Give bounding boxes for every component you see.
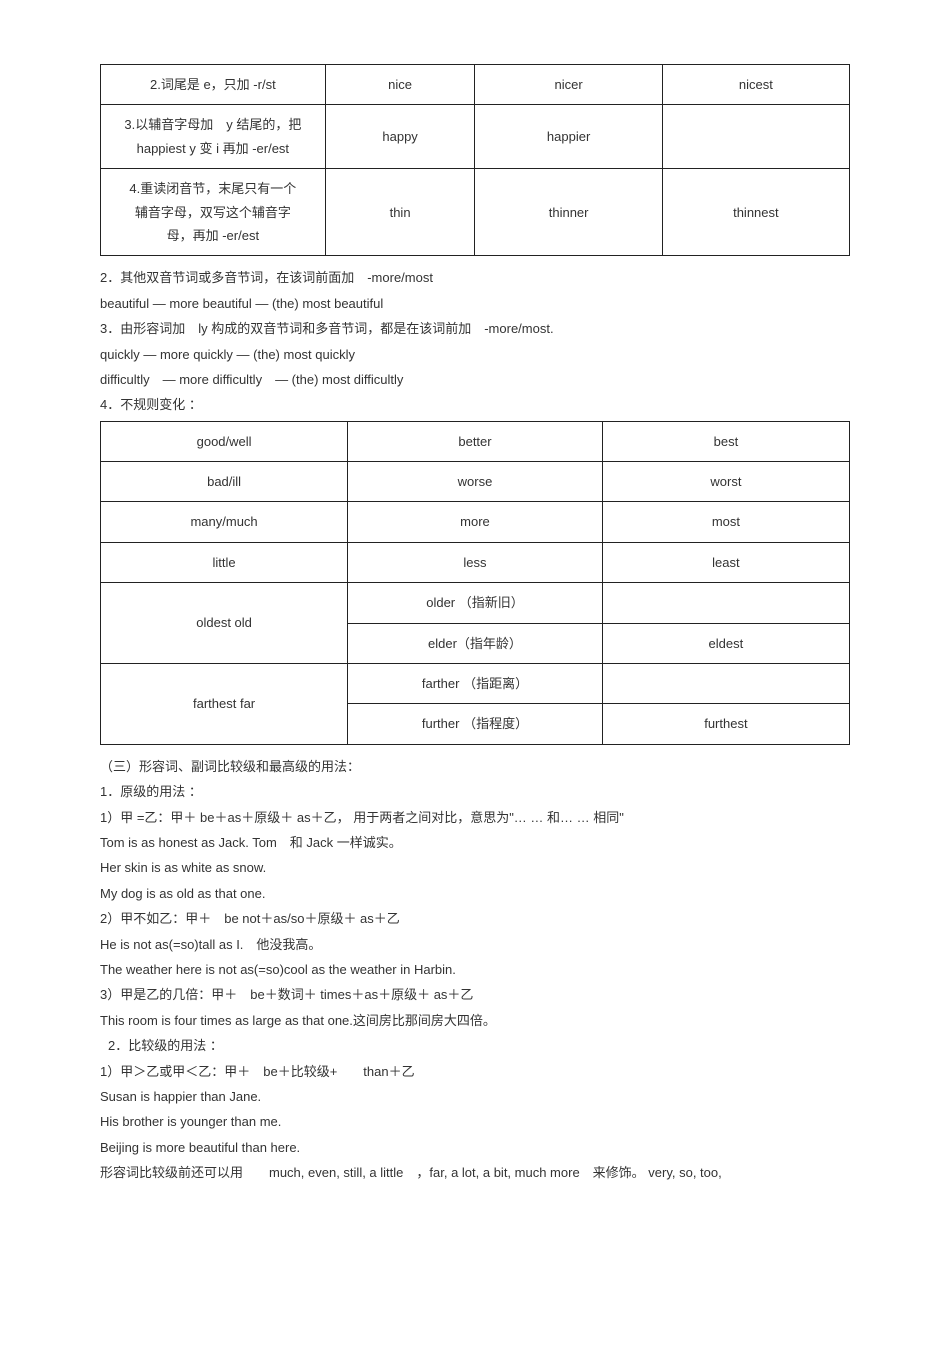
usage-line: 1）甲 =乙：甲＋ be＋as＋原级＋ as＋乙， 用于两者之间对比，意思为"……: [100, 806, 850, 829]
base-cell: happy: [325, 105, 475, 169]
sup-cell: thinnest: [662, 169, 849, 256]
pos-cell: oldest old: [101, 583, 348, 664]
example-line: The weather here is not as(=so)cool as t…: [100, 958, 850, 981]
rule-line: 母，再加 -er/est: [111, 224, 315, 247]
sup-cell: [662, 105, 849, 169]
note-line: quickly — more quickly — (the) most quic…: [100, 343, 850, 366]
base-cell: thin: [325, 169, 475, 256]
sup-cell: furthest: [602, 704, 849, 744]
comp-cell: further （指程度）: [348, 704, 603, 744]
pos-cell: little: [101, 542, 348, 582]
example-line: Her skin is as white as snow.: [100, 856, 850, 879]
sup-cell: worst: [602, 462, 849, 502]
irregular-table: good/well better best bad/ill worse wors…: [100, 421, 850, 745]
sup-cell: nicest: [662, 65, 849, 105]
comp-cell: better: [348, 421, 603, 461]
comp-cell: farther （指距离）: [348, 664, 603, 704]
example-line: 形容词比较级前还可以用 much, even, still, a little …: [100, 1161, 850, 1184]
rule-line: happiest y 变 i 再加 -er/est: [111, 137, 315, 160]
note-line: beautiful — more beautiful — (the) most …: [100, 292, 850, 315]
example-line: This room is four times as large as that…: [100, 1009, 850, 1032]
comp-cell: less: [348, 542, 603, 582]
note-line: 4．不规则变化 ：: [100, 393, 850, 416]
comp-cell: elder（指年龄）: [348, 623, 603, 663]
usage-heading: 1．原级的用法 ：: [100, 780, 850, 803]
section-title: （三）形容词、副词比较级和最高级的用法：: [100, 755, 850, 778]
base-cell: nice: [325, 65, 475, 105]
sup-cell: best: [602, 421, 849, 461]
sup-cell: [602, 664, 849, 704]
pos-cell: bad/ill: [101, 462, 348, 502]
rule-cell: 3.以辅音字母加 y 结尾的，把 happiest y 变 i 再加 -er/e…: [101, 105, 326, 169]
example-line: Tom is as honest as Jack. Tom 和 Jack 一样诚…: [100, 831, 850, 854]
usage-heading: 2．比较级的用法 ：: [108, 1034, 850, 1057]
comp-cell: older （指新旧）: [348, 583, 603, 623]
sup-cell: most: [602, 502, 849, 542]
comp-cell: more: [348, 502, 603, 542]
example-line: My dog is as old as that one.: [100, 882, 850, 905]
comp-cell: thinner: [475, 169, 662, 256]
comp-cell: nicer: [475, 65, 662, 105]
sup-cell: eldest: [602, 623, 849, 663]
pos-cell: farthest far: [101, 664, 348, 745]
usage-line: 1）甲＞乙或甲＜乙：甲＋ be＋比较级+ than＋乙: [100, 1060, 850, 1083]
note-line: difficultly — more difficultly — (the) m…: [100, 368, 850, 391]
suffix-rules-table: 2.词尾是 e，只加 -r/st nice nicer nicest 3.以辅音…: [100, 64, 850, 256]
usage-line: 3）甲是乙的几倍：甲＋ be＋数词＋ times＋as＋原级＋ as＋乙: [100, 983, 850, 1006]
note-line: 2．其他双音节词或多音节词，在该词前面加 -more/most: [100, 266, 850, 289]
rule-cell: 2.词尾是 e，只加 -r/st: [101, 65, 326, 105]
example-line: He is not as(=so)tall as I. 他没我高。: [100, 933, 850, 956]
sup-cell: [602, 583, 849, 623]
pos-cell: many/much: [101, 502, 348, 542]
note-line: 3．由形容词加 ly 构成的双音节词和多音节词，都是在该词前加 -more/mo…: [100, 317, 850, 340]
rule-line: 3.以辅音字母加 y 结尾的，把: [111, 113, 315, 136]
pos-cell: good/well: [101, 421, 348, 461]
usage-line: 2）甲不如乙：甲＋ be not＋as/so＋原级＋ as＋乙: [100, 907, 850, 930]
comp-cell: happier: [475, 105, 662, 169]
sup-cell: least: [602, 542, 849, 582]
example-line: Beijing is more beautiful than here.: [100, 1136, 850, 1159]
rule-line: 4.重读闭音节，末尾只有一个: [111, 177, 315, 200]
rule-line: 辅音字母，双写这个辅音字: [111, 201, 315, 224]
example-line: His brother is younger than me.: [100, 1110, 850, 1133]
rule-cell: 4.重读闭音节，末尾只有一个 辅音字母，双写这个辅音字 母，再加 -er/est: [101, 169, 326, 256]
comp-cell: worse: [348, 462, 603, 502]
example-line: Susan is happier than Jane.: [100, 1085, 850, 1108]
